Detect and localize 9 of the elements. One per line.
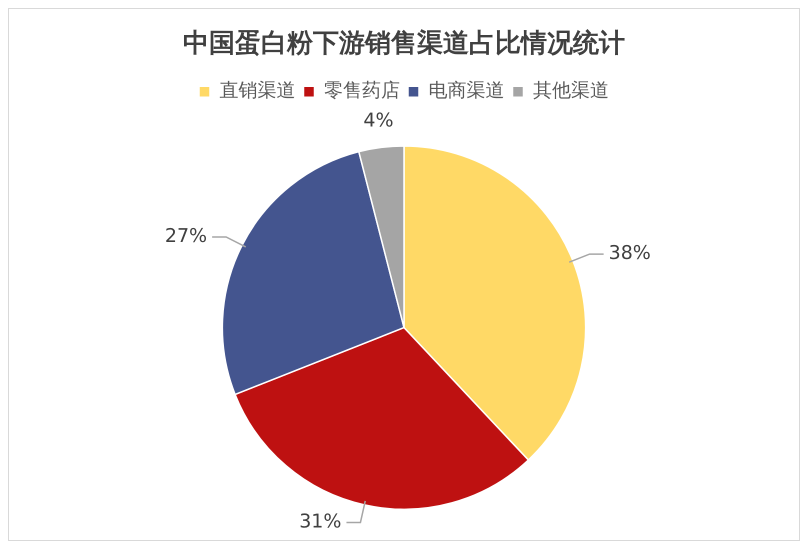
chart-title: 中国蛋白粉下游销售渠道占比情况统计: [183, 28, 625, 58]
data-label: 27%: [164, 224, 208, 247]
legend-label: 其他渠道: [533, 80, 609, 102]
data-label: 31%: [299, 510, 342, 532]
legend-label: 零售药店: [324, 80, 400, 102]
legend-label: 电商渠道: [428, 80, 504, 102]
legend-label: 直销渠道: [220, 80, 296, 102]
data-label: 4%: [363, 110, 394, 132]
data-label: 38%: [608, 242, 651, 264]
